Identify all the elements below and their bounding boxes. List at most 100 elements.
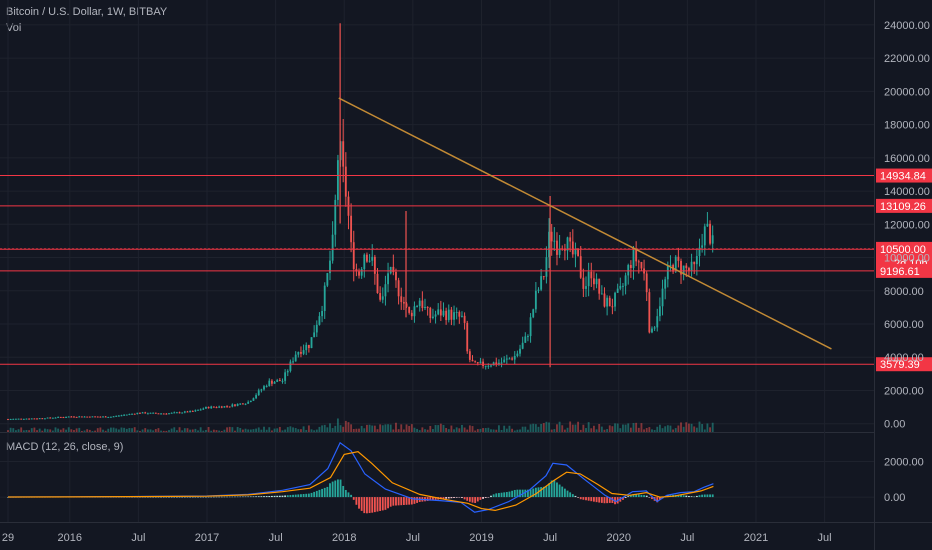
- macd-histogram-bar: [165, 496, 168, 498]
- volume-bar: [223, 429, 226, 432]
- volume-bar: [458, 428, 461, 432]
- macd-histogram-bar: [453, 497, 455, 498]
- macd-histogram-bar: [326, 486, 329, 498]
- volume-bar: [265, 429, 268, 432]
- volume-bar: [632, 423, 635, 432]
- macd-histogram-bar: [278, 495, 281, 498]
- candle-body: [49, 417, 52, 419]
- volume-bar: [268, 427, 271, 432]
- volume-bar: [30, 428, 33, 432]
- macd-histogram-bar: [297, 494, 300, 498]
- macd-histogram-bar: [497, 493, 500, 498]
- macd-histogram-bar: [455, 497, 458, 498]
- candle-body: [30, 418, 33, 420]
- volume-bar: [310, 429, 313, 432]
- macd-histogram-bar: [635, 494, 638, 498]
- candle-body: [635, 248, 638, 262]
- volume-bar: [424, 429, 426, 432]
- candle-body: [292, 361, 294, 363]
- candle-body: [249, 400, 252, 403]
- x-tick-label: Jul: [680, 532, 694, 544]
- macd-histogram-bar: [434, 497, 437, 500]
- macd-histogram-bar: [558, 484, 561, 498]
- candle-body: [146, 413, 149, 415]
- candle-body: [329, 260, 331, 274]
- macd-histogram-bar: [711, 494, 714, 498]
- volume-bar: [672, 429, 675, 432]
- candle-body: [331, 234, 334, 261]
- macd-histogram-bar: [300, 494, 302, 498]
- volume-bar: [653, 429, 656, 432]
- trendline[interactable]: [338, 97, 832, 350]
- macd-histogram-bar: [585, 497, 587, 501]
- volume-bar: [273, 428, 276, 432]
- macd-histogram-bar: [410, 497, 413, 505]
- volume-bar: [133, 427, 136, 432]
- candle-body: [336, 160, 339, 200]
- volume-bar: [297, 429, 300, 432]
- macd-histogram-bar: [273, 495, 276, 498]
- candles: [7, 23, 714, 421]
- macd-histogram-bar: [532, 488, 535, 498]
- candle-body: [268, 380, 271, 387]
- macd-histogram-bar: [149, 496, 152, 498]
- macd-histogram-bar: [471, 497, 474, 503]
- x-tick-label: 2018: [332, 532, 356, 544]
- candle-body: [658, 306, 661, 317]
- macd-histogram-bar: [271, 495, 273, 498]
- candle-body: [9, 419, 12, 421]
- candle-body: [212, 406, 215, 408]
- volume-bar: [59, 429, 62, 432]
- volume-bar: [9, 427, 12, 432]
- y-tick-label: 12000.00: [884, 219, 930, 231]
- volume-bar: [622, 424, 624, 432]
- volume-bar: [141, 429, 144, 432]
- price-axis[interactable]: 0.00 2000.00 4000.00 6000.00 8000.00 10000.00…: [884, 20, 930, 504]
- time-axis[interactable]: 29 2016 Jul 2017 Jul 2018 Jul 2019 Jul 2020 Jul 202…: [2, 532, 832, 544]
- signal-line: [7, 451, 714, 512]
- candle-body: [199, 409, 202, 411]
- candle-body: [566, 237, 569, 251]
- level-label-box: [876, 168, 932, 183]
- candle-body: [648, 292, 651, 333]
- volume-bar: [574, 424, 577, 432]
- macd-histogram-bar: [313, 491, 316, 498]
- macd-histogram-bar: [600, 497, 603, 503]
- volume-bar: [212, 429, 215, 432]
- volume-bar: [162, 430, 165, 432]
- candle-body: [28, 418, 31, 420]
- candle-body: [542, 276, 545, 278]
- candle-body: [479, 361, 482, 364]
- volume-bar: [207, 427, 210, 432]
- macd-histogram-bar: [476, 497, 479, 502]
- candle-body: [487, 365, 490, 367]
- candle-body: [600, 293, 603, 295]
- volume-bar: [336, 418, 339, 432]
- macd-histogram-bar: [466, 497, 469, 501]
- macd-histogram-bar: [595, 497, 598, 503]
- candle-body: [117, 415, 120, 417]
- macd-histogram-bar: [550, 480, 553, 498]
- volume-bar: [503, 425, 506, 432]
- volume-bar: [648, 427, 651, 432]
- candle-body: [532, 309, 535, 318]
- candle-body: [421, 300, 424, 309]
- candle-body: [350, 215, 353, 243]
- candle-body: [273, 381, 276, 384]
- macd-histogram-bar: [495, 493, 498, 498]
- macd-histogram-bar: [202, 496, 205, 498]
- volume-bar: [548, 422, 550, 432]
- macd-histogram-bar: [173, 496, 176, 498]
- macd-histogram-bar: [632, 494, 635, 498]
- candle-body: [194, 410, 197, 412]
- volume-bar: [73, 430, 75, 432]
- volume-bar: [202, 430, 205, 432]
- volume-bar: [28, 430, 31, 432]
- candle-body: [695, 256, 698, 265]
- candle-body: [228, 406, 231, 408]
- macd-histogram-bar: [228, 496, 231, 498]
- volume-bar: [587, 422, 590, 432]
- candle-body: [38, 418, 41, 420]
